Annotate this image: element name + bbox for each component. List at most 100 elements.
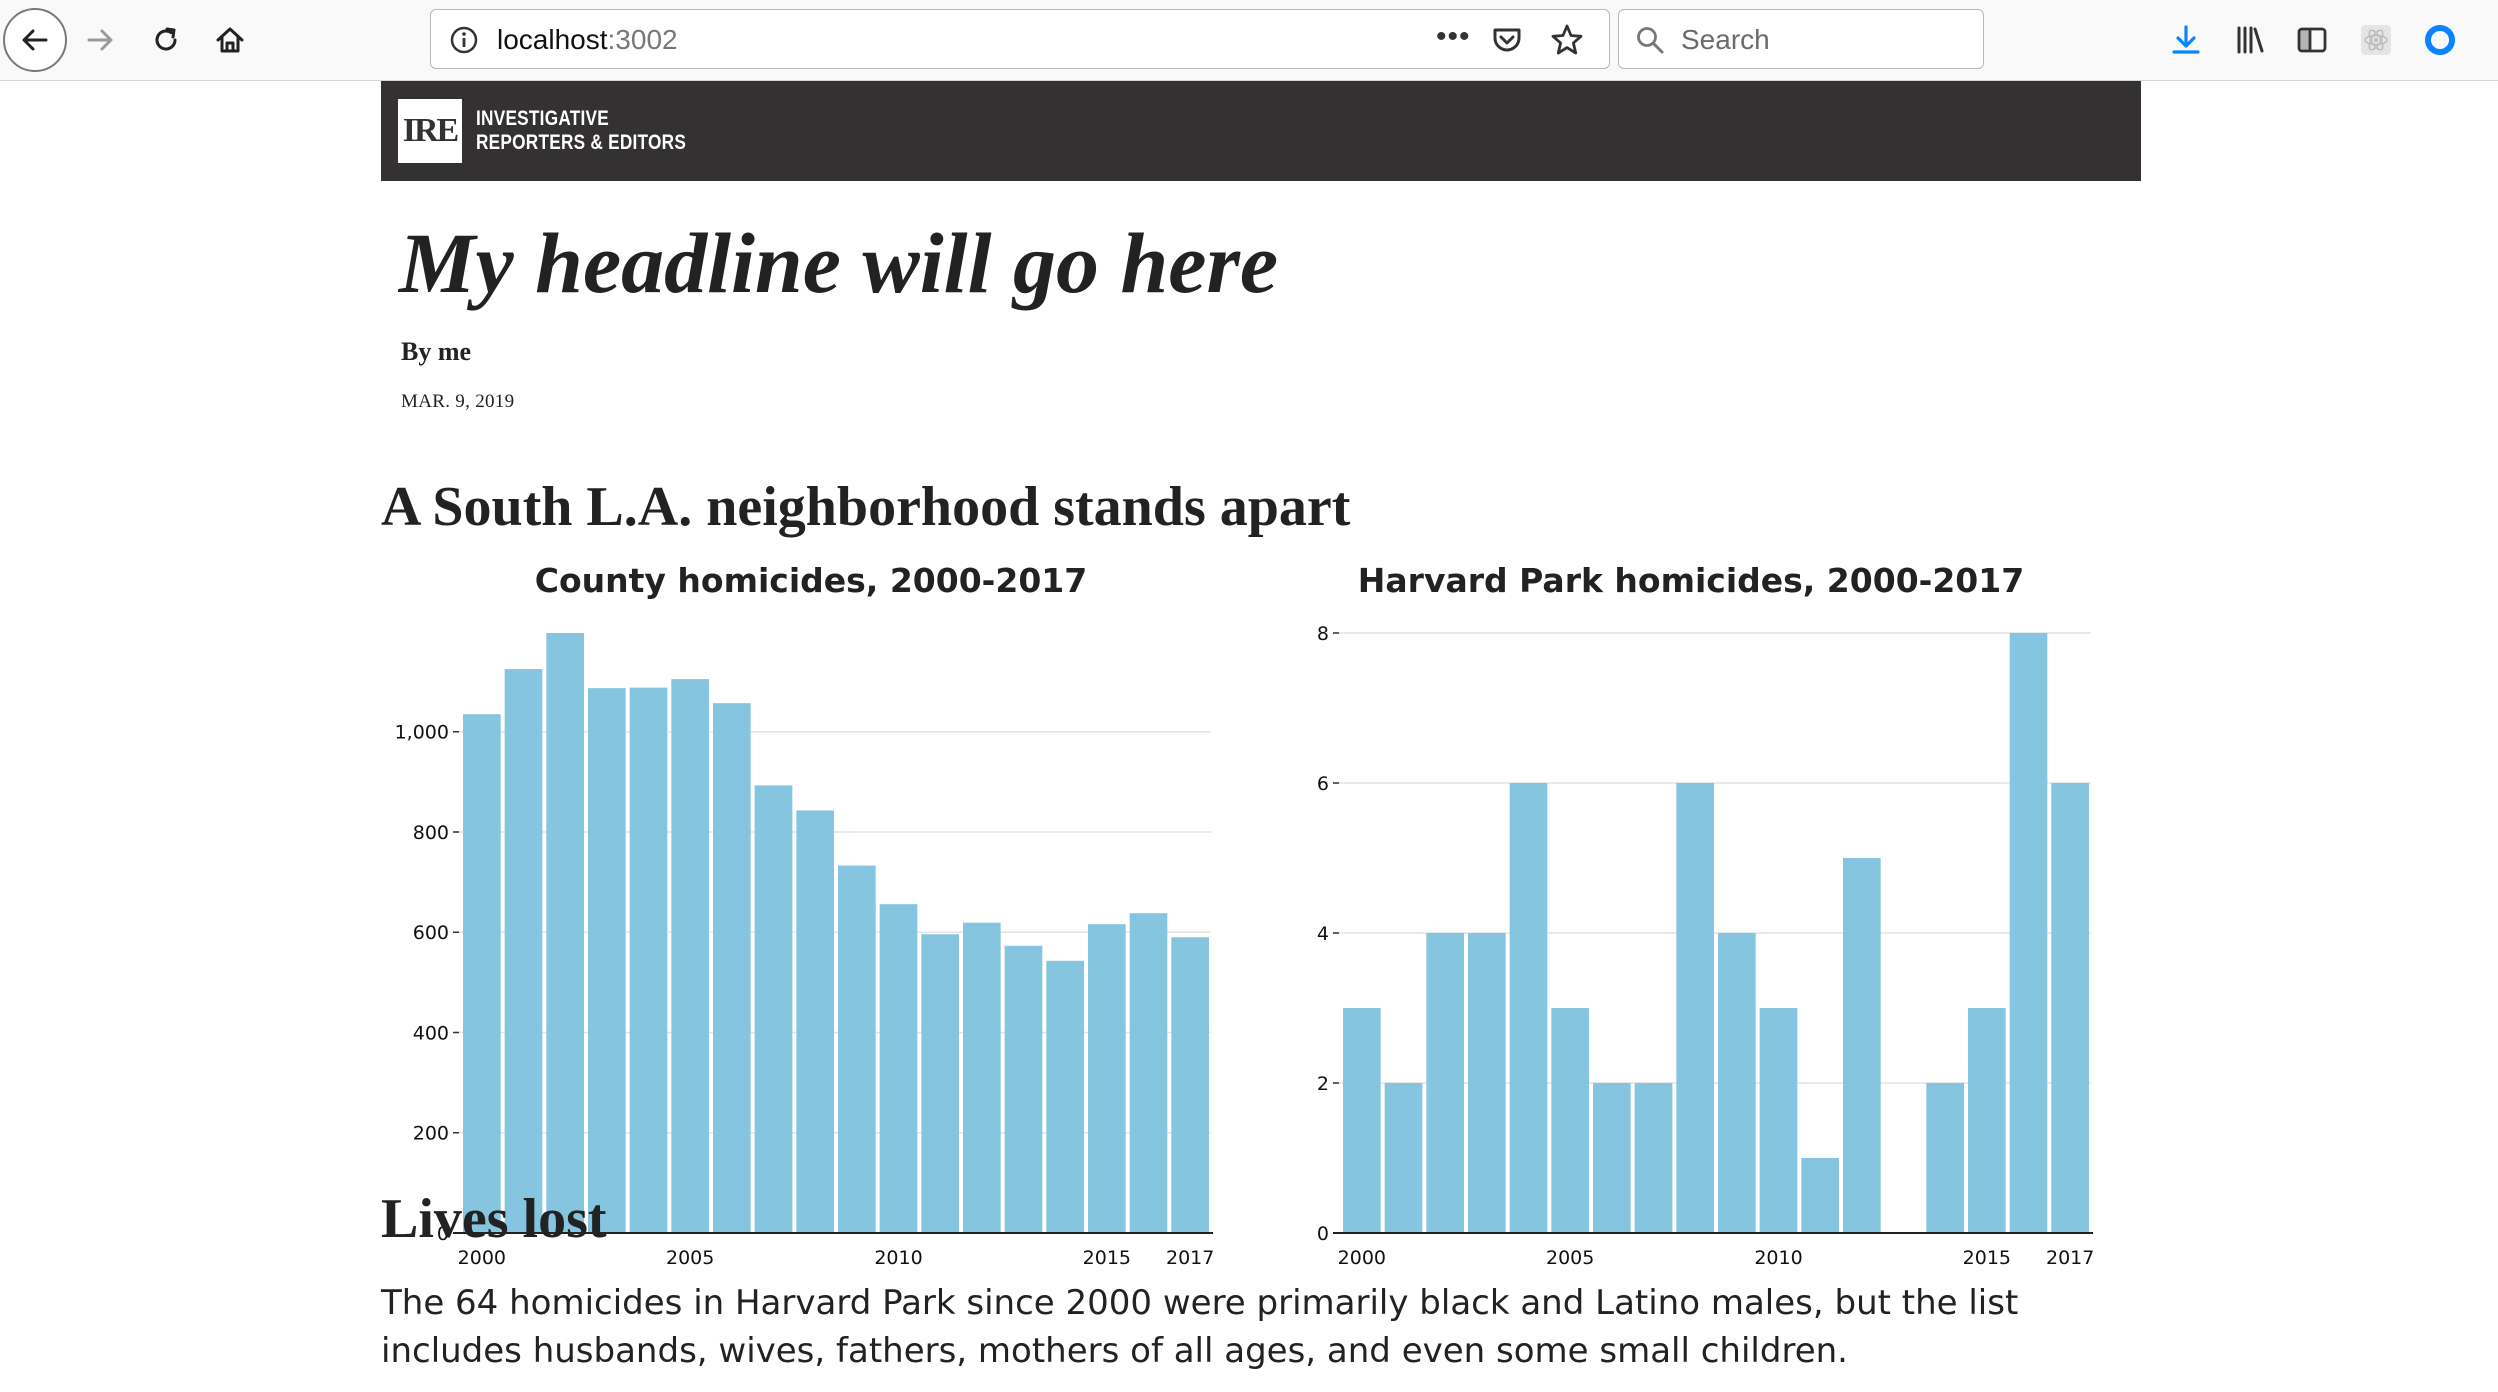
bar-2012 — [963, 922, 1001, 1233]
y-tick-label: 6 — [1317, 773, 1329, 795]
arrow-right-icon — [87, 29, 113, 51]
x-tick-label: 2005 — [1546, 1247, 1594, 1269]
bar-2013 — [1004, 945, 1043, 1233]
info-icon[interactable] — [449, 25, 479, 55]
harvard-park-homicides-bar-chart: 0 2 4 6 8 2000 2005 2010 2015 2017 — [1317, 623, 2094, 1269]
home-button[interactable] — [210, 20, 250, 60]
x-tick-label: 2005 — [666, 1247, 714, 1269]
download-arrow-icon — [2172, 25, 2200, 54]
lives-lost-heading: Lives lost — [381, 1188, 607, 1250]
url-text[interactable]: localhost:3002 — [497, 24, 678, 56]
search-input[interactable] — [1679, 20, 1973, 60]
bar-2010 — [879, 904, 918, 1233]
bar-2016 — [2009, 633, 2048, 1233]
harvard-park-chart-title: Harvard Park homicides, 2000-2017 — [1357, 561, 2025, 600]
x-tick-label: 2015 — [1083, 1247, 1131, 1269]
bar-2004 — [1509, 783, 1548, 1233]
search-bar[interactable] — [1618, 9, 1984, 69]
url-host: localhost — [497, 24, 608, 55]
y-tick-label: 8 — [1317, 623, 1329, 645]
sidebar-icon — [2297, 27, 2327, 53]
y-tick-label: 800 — [413, 822, 449, 844]
x-tick-label: 2015 — [1963, 1247, 2011, 1269]
bar-2007 — [1634, 1083, 1673, 1233]
y-tick-label: 200 — [413, 1123, 449, 1145]
org-name-line1: INVESTIGATIVE — [476, 107, 610, 130]
ire-logo[interactable]: IRE — [398, 99, 462, 163]
back-button[interactable] — [3, 8, 67, 72]
bar-2011 — [1801, 1158, 1839, 1233]
url-port: :3002 — [607, 24, 678, 55]
address-bar[interactable]: localhost:3002 ••• — [430, 9, 1610, 69]
county-chart-title: County homicides, 2000-2017 — [534, 561, 1088, 600]
downloads-button[interactable] — [2166, 20, 2206, 60]
bookmark-star-icon[interactable] — [1549, 22, 1585, 58]
bar-2017 — [1171, 937, 1209, 1233]
bar-2012 — [1843, 858, 1881, 1233]
org-name-line2: REPORTERS & EDITORS — [476, 131, 687, 154]
bar-2016 — [1129, 913, 1168, 1233]
bar-2004 — [629, 687, 668, 1233]
site-header-banner: IRE INVESTIGATIVE REPORTERS & EDITORS — [381, 81, 2141, 181]
y-tick-label: 2 — [1317, 1073, 1329, 1095]
bar-2009 — [1718, 933, 1756, 1233]
reload-button[interactable] — [146, 20, 186, 60]
y-tick-label: 0 — [1317, 1223, 1329, 1245]
home-icon — [216, 27, 244, 53]
pocket-icon[interactable] — [1491, 24, 1523, 56]
x-tick-label: 2000 — [1338, 1247, 1386, 1269]
x-tick-label: 2010 — [874, 1247, 922, 1269]
bar-2008 — [796, 810, 834, 1233]
reload-icon — [155, 27, 177, 51]
account-button[interactable] — [2420, 20, 2460, 60]
article-paragraph: The 64 homicides in Harvard Park since 2… — [381, 1283, 2019, 1371]
bar-2015 — [1968, 1008, 2006, 1233]
section-heading: A South L.A. neighborhood stands apart — [381, 476, 1351, 538]
react-devtools-icon — [2361, 25, 2391, 55]
bar-2002 — [546, 633, 584, 1233]
bar-2006 — [1593, 1083, 1631, 1233]
browser-toolbar: localhost:3002 ••• — [0, 0, 2498, 81]
bar-2001 — [504, 669, 543, 1233]
county-homicides-bar-chart: 0 200 400 600 800 1,000 2000 2005 2010 2015 2017 — [395, 633, 1214, 1269]
bar-2008 — [1676, 783, 1714, 1233]
y-tick-label: 400 — [413, 1022, 449, 1044]
search-icon — [1637, 27, 1664, 54]
article-byline: By me — [401, 337, 472, 366]
y-tick-label: 600 — [413, 922, 449, 944]
sidebar-toggle-button[interactable] — [2292, 20, 2332, 60]
x-tick-label: 2017 — [1166, 1247, 1214, 1269]
library-icon — [2237, 26, 2264, 54]
org-name[interactable]: INVESTIGATIVE REPORTERS & EDITORS — [476, 107, 686, 155]
bar-2002 — [1426, 933, 1464, 1233]
article-date: MAR. 9, 2019 — [401, 391, 515, 412]
page-actions-menu-icon[interactable]: ••• — [1436, 20, 1471, 53]
bar-2000 — [463, 714, 501, 1233]
account-ring-icon — [2425, 25, 2455, 55]
bar-2003 — [588, 688, 626, 1233]
bar-2014 — [1046, 960, 1084, 1233]
bar-2005 — [1551, 1008, 1589, 1233]
bar-2011 — [921, 934, 959, 1233]
bar-2015 — [1088, 924, 1126, 1233]
bar-2007 — [754, 785, 793, 1233]
forward-button[interactable] — [80, 20, 120, 60]
x-tick-label: 2010 — [1754, 1247, 1802, 1269]
bar-2003 — [1468, 933, 1506, 1233]
x-tick-label: 2000 — [458, 1247, 506, 1269]
y-tick-label: 1,000 — [395, 722, 449, 744]
bar-2010 — [1759, 1008, 1798, 1233]
extension-button[interactable] — [2356, 20, 2396, 60]
bar-2017 — [2051, 783, 2089, 1233]
library-button[interactable] — [2230, 20, 2270, 60]
bar-2014 — [1926, 1083, 1964, 1233]
bar-2005 — [671, 679, 709, 1233]
x-tick-label: 2017 — [2046, 1247, 2094, 1269]
bar-2000 — [1343, 1008, 1381, 1233]
arrow-left-icon — [22, 29, 48, 51]
bar-2006 — [713, 703, 751, 1233]
y-tick-label: 4 — [1317, 923, 1329, 945]
bar-2001 — [1384, 1083, 1423, 1233]
article-headline: My headline will go here — [399, 215, 1279, 311]
bar-2009 — [838, 865, 876, 1233]
